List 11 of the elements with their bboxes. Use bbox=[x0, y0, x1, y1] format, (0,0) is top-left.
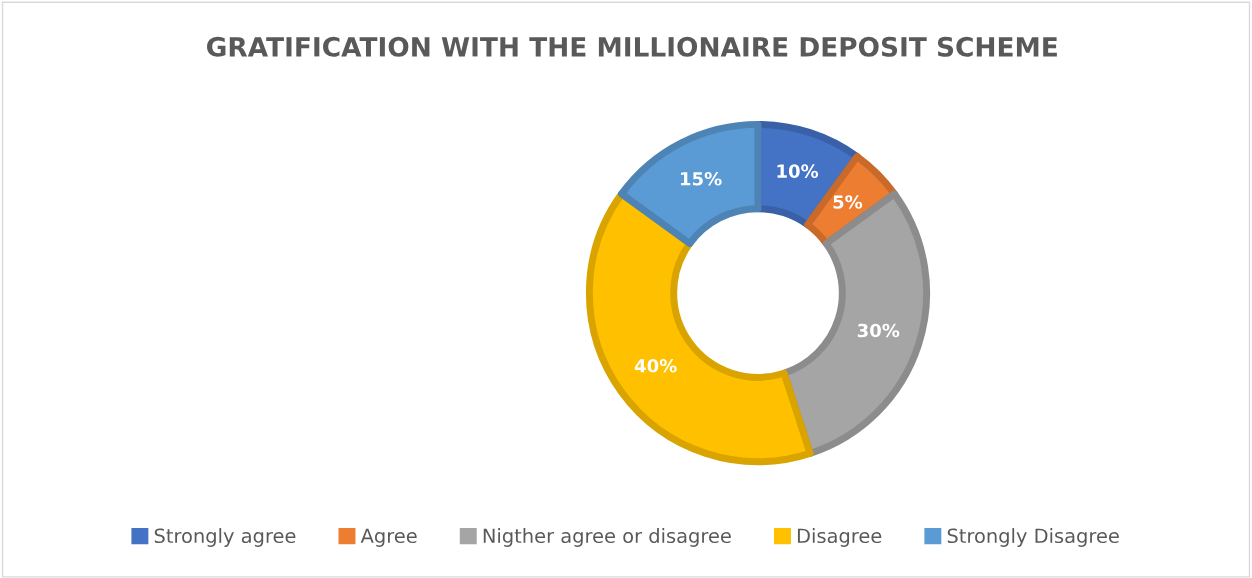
legend-label: Strongly Disagree bbox=[947, 528, 1119, 547]
data-label: 5% bbox=[833, 195, 863, 209]
chart-title: GRATIFICATION WITH THE MILLIONAIRE DEPOSIT SCHEME bbox=[207, 36, 1057, 57]
legend-label: Nigther agree or disagree bbox=[483, 528, 731, 547]
data-label: 10% bbox=[777, 164, 819, 178]
data-label: 15% bbox=[681, 171, 722, 186]
legend-label: Agree bbox=[360, 528, 417, 547]
legend-label: Strongly agree bbox=[154, 528, 296, 547]
data-label: 40% bbox=[634, 358, 677, 373]
legend-label: Disagree bbox=[797, 528, 882, 547]
data-label: 30% bbox=[857, 323, 900, 338]
